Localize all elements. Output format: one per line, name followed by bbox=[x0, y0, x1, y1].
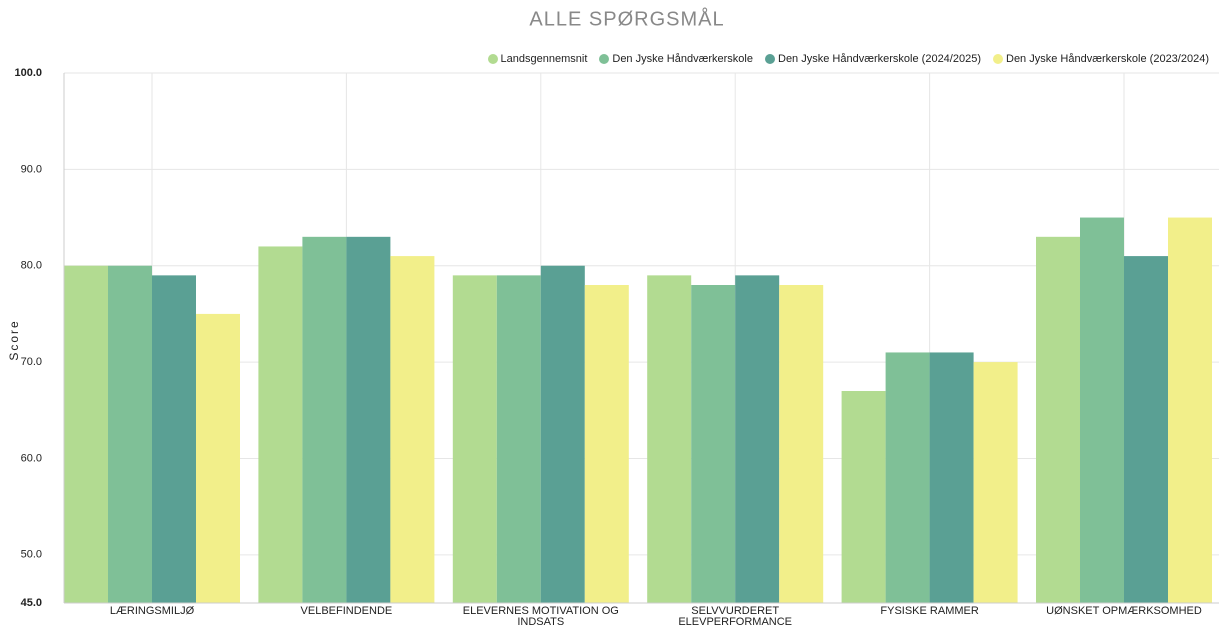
y-tick-label: 100.0 bbox=[14, 67, 42, 79]
y-axis-label: Score bbox=[7, 319, 21, 360]
bar bbox=[1124, 256, 1168, 603]
bar bbox=[885, 352, 930, 603]
bar bbox=[691, 285, 736, 603]
bar bbox=[152, 275, 196, 603]
bar bbox=[390, 256, 435, 603]
legend: Landsgennemsnit Den Jyske Håndværkerskole… bbox=[487, 53, 1209, 65]
bar bbox=[779, 285, 824, 603]
bar bbox=[841, 391, 886, 603]
x-tick-label: UØNSKET OPMÆRKSOMHED bbox=[1046, 605, 1202, 617]
legend-swatch bbox=[487, 54, 498, 64]
y-tick-label: 90.0 bbox=[21, 163, 42, 175]
y-tick-label: 70.0 bbox=[21, 356, 42, 368]
y-tick-label: 50.0 bbox=[21, 549, 42, 561]
bar bbox=[108, 265, 152, 603]
legend-item: Den Jyske Håndværkerskole bbox=[599, 53, 753, 65]
bar bbox=[540, 265, 585, 603]
bar bbox=[1168, 217, 1212, 603]
bar bbox=[1036, 236, 1080, 603]
legend-label: Landsgennemsnit bbox=[500, 53, 588, 65]
legend-swatch bbox=[765, 54, 775, 64]
legend-swatch bbox=[599, 54, 610, 64]
y-tick-label: 60.0 bbox=[21, 452, 42, 464]
bar bbox=[346, 236, 391, 603]
x-tick-label: VELBEFINDENDE bbox=[300, 605, 393, 617]
bar bbox=[647, 275, 692, 603]
y-tick-label: 80.0 bbox=[21, 260, 42, 272]
bar bbox=[973, 362, 1018, 603]
bar bbox=[196, 313, 240, 603]
x-tick-label: LÆRINGSMILJØ bbox=[109, 605, 195, 617]
legend-swatch bbox=[993, 54, 1003, 64]
bar bbox=[64, 265, 108, 603]
bar bbox=[452, 275, 497, 603]
bar bbox=[584, 285, 629, 603]
x-tick-label: SELVVURDERET ELEVPERFORMANCE bbox=[678, 605, 793, 628]
bar bbox=[496, 275, 541, 603]
chart-title: ALLE SPØRGSMÅL bbox=[529, 7, 724, 30]
legend-label: Den Jyske Håndværkerskole (2024/2025) bbox=[778, 53, 981, 65]
bar bbox=[258, 246, 303, 604]
bar bbox=[735, 275, 780, 603]
x-tick-label: ELEVERNES MOTIVATION OG INDSATS bbox=[462, 605, 619, 628]
x-tick-label: FYSISKE RAMMER bbox=[880, 605, 979, 617]
legend-item: Landsgennemsnit bbox=[487, 53, 588, 65]
legend-label: Den Jyske Håndværkerskole (2023/2024) bbox=[1006, 53, 1209, 65]
bar bbox=[1080, 217, 1124, 603]
legend-item: Den Jyske Håndværkerskole (2024/2025) bbox=[765, 53, 981, 65]
bar bbox=[929, 352, 974, 603]
legend-item: Den Jyske Håndværkerskole (2023/2024) bbox=[993, 53, 1209, 65]
legend-label: Den Jyske Håndværkerskole bbox=[612, 53, 753, 65]
bar bbox=[302, 236, 347, 603]
y-tick-label: 45.0 bbox=[21, 597, 42, 609]
